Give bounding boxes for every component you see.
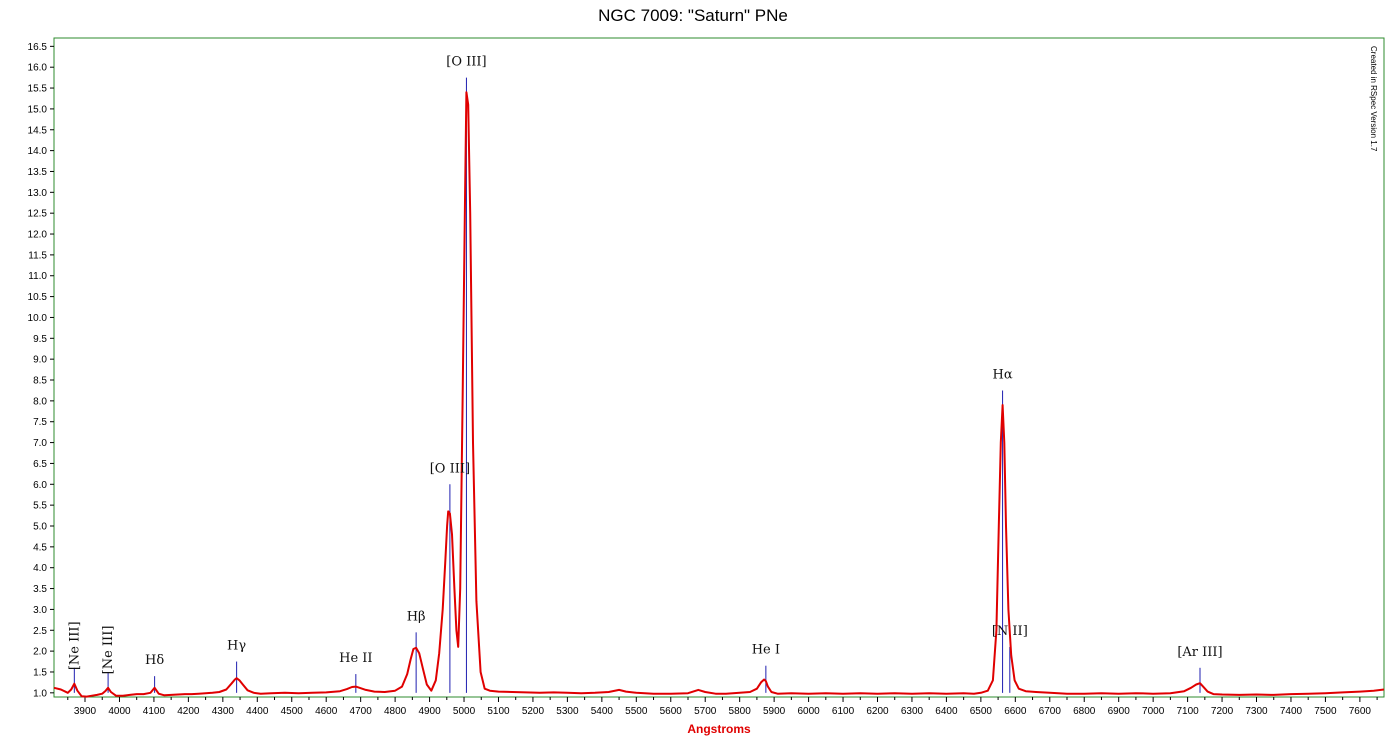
line-label: [O III]	[446, 55, 486, 70]
x-tick-label: 5200	[522, 706, 545, 717]
x-tick-label: 6800	[1073, 706, 1096, 717]
x-tick-label: 4500	[281, 706, 304, 717]
chart-title: NGC 7009: "Saturn" PNe	[598, 6, 788, 25]
y-tick-label: 8.5	[33, 376, 47, 387]
y-tick-label: 15.0	[28, 104, 48, 115]
x-tick-label: 6300	[901, 706, 924, 717]
y-tick-label: 7.5	[33, 417, 47, 428]
y-tick-label: 14.5	[28, 125, 48, 136]
y-tick-label: 10.5	[28, 292, 48, 303]
line-label: [Ne III]	[67, 621, 82, 670]
y-tick-label: 5.5	[33, 501, 47, 512]
line-label: [N II]	[992, 624, 1028, 639]
x-tick-label: 5900	[763, 706, 786, 717]
y-tick-label: 3.5	[33, 584, 47, 595]
x-tick-label: 4800	[384, 706, 407, 717]
y-tick-label: 1.5	[33, 667, 47, 678]
y-tick-label: 15.5	[28, 84, 48, 95]
line-label: [Ar III]	[1177, 645, 1222, 660]
y-tick-label: 2.0	[33, 647, 47, 658]
x-tick-label: 6900	[1108, 706, 1131, 717]
y-tick-label: 9.5	[33, 334, 47, 345]
line-label: Hδ	[145, 653, 164, 668]
y-tick-label: 12.0	[28, 230, 48, 241]
y-tick-label: 16.5	[28, 42, 48, 53]
x-tick-label: 6200	[866, 706, 889, 717]
y-tick-label: 11.5	[28, 250, 47, 261]
x-tick-label: 4100	[143, 706, 166, 717]
line-label: Hα	[993, 367, 1013, 382]
x-tick-label: 4400	[246, 706, 269, 717]
x-tick-label: 6000	[797, 706, 820, 717]
x-tick-label: 6700	[1039, 706, 1062, 717]
y-tick-label: 11.0	[28, 271, 47, 282]
y-tick-label: 1.0	[33, 688, 47, 699]
y-tick-label: 5.0	[33, 521, 47, 532]
x-tick-label: 5800	[729, 706, 752, 717]
y-tick-label: 8.0	[33, 396, 47, 407]
line-label: [Ne III]	[101, 626, 116, 675]
y-tick-label: 13.5	[28, 167, 48, 178]
y-tick-label: 6.0	[33, 480, 47, 491]
x-tick-label: 5300	[556, 706, 579, 717]
x-tick-label: 6100	[832, 706, 855, 717]
y-tick-label: 6.5	[33, 459, 47, 470]
x-tick-label: 4600	[315, 706, 338, 717]
y-tick-label: 16.0	[28, 63, 48, 74]
plot-frame	[53, 37, 1385, 698]
x-tick-label: 6500	[970, 706, 993, 717]
x-tick-label: 5600	[660, 706, 683, 717]
y-tick-label: 3.0	[33, 605, 47, 616]
x-tick-label: 4200	[177, 706, 200, 717]
y-tick-label: 7.0	[33, 438, 47, 449]
y-tick-label: 9.0	[33, 355, 47, 366]
x-tick-label: 7200	[1211, 706, 1234, 717]
x-tick-label: 6600	[1004, 706, 1027, 717]
x-tick-label: 6400	[935, 706, 958, 717]
y-tick-label: 10.0	[28, 313, 48, 324]
line-label: Hγ	[227, 639, 246, 654]
y-tick-label: 2.5	[33, 626, 47, 637]
spectrum-line	[53, 91, 1385, 698]
x-tick-label: 3900	[74, 706, 97, 717]
line-label: [O III]	[430, 461, 470, 476]
x-tick-label: 4300	[212, 706, 235, 717]
line-label: Hβ	[407, 609, 426, 624]
x-tick-label: 5400	[591, 706, 614, 717]
line-label: He II	[339, 651, 372, 666]
x-tick-label: 5500	[625, 706, 648, 717]
x-tick-label: 5000	[453, 706, 476, 717]
x-tick-label: 7600	[1349, 706, 1372, 717]
y-tick-label: 4.5	[33, 542, 47, 553]
y-tick-label: 12.5	[28, 209, 48, 220]
line-label: He I	[752, 643, 780, 658]
x-tick-label: 5100	[487, 706, 510, 717]
x-axis-label: Angstroms	[687, 722, 751, 736]
x-tick-label: 7100	[1176, 706, 1199, 717]
x-tick-label: 7400	[1280, 706, 1303, 717]
y-tick-label: 13.0	[28, 188, 48, 199]
y-tick-label: 4.0	[33, 563, 47, 574]
x-tick-label: 4700	[350, 706, 373, 717]
x-tick-label: 7500	[1314, 706, 1337, 717]
x-tick-label: 7000	[1142, 706, 1165, 717]
y-tick-label: 14.0	[28, 146, 48, 157]
x-tick-label: 5700	[694, 706, 717, 717]
x-tick-label: 7300	[1245, 706, 1268, 717]
x-tick-label: 4900	[418, 706, 441, 717]
x-tick-label: 4000	[108, 706, 131, 717]
